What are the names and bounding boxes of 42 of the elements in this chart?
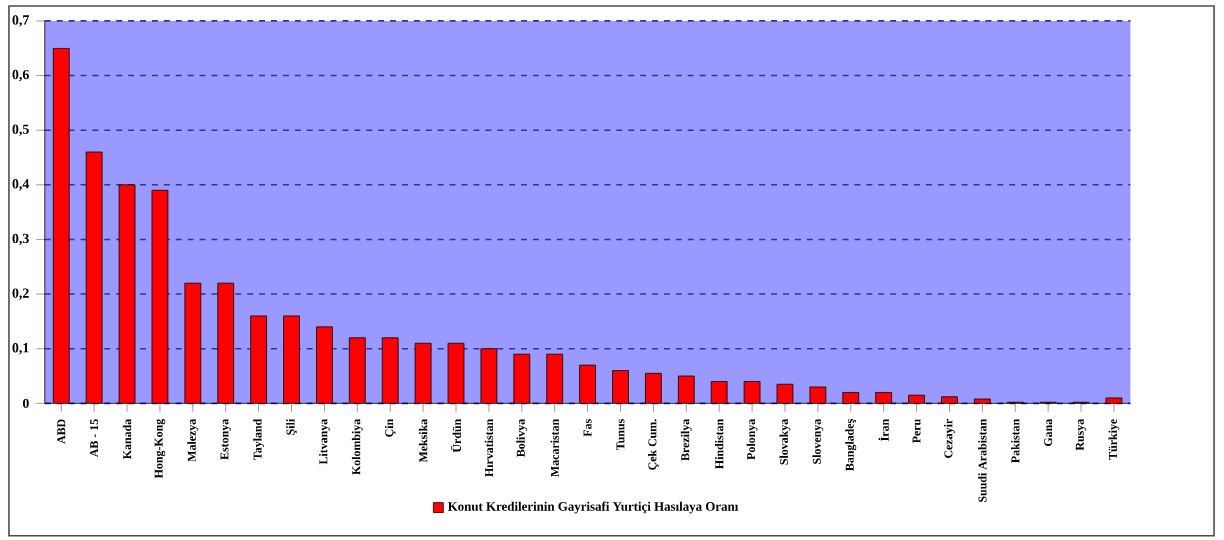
x-tick-label: ABD — [57, 419, 66, 444]
y-tick-label: 0,5 — [12, 124, 29, 136]
y-tick-label: 0,1 — [12, 343, 29, 355]
x-tick-label: Estonya — [220, 419, 231, 460]
x-tick-label: Hindistan — [714, 419, 724, 469]
x-tick-label: Malezya — [187, 419, 199, 462]
x-tick-label: Hong-Kong — [154, 419, 166, 479]
x-tick-label: Rusya — [1075, 419, 1087, 451]
x-tick-label: Bangladeş — [845, 419, 857, 472]
x-tick-label: Kanada — [122, 419, 132, 460]
x-tick-label: Hırvatistan — [484, 419, 494, 477]
x-tick-label: Tayland — [253, 419, 265, 460]
x-tick-label: Bolivya — [516, 419, 528, 458]
y-tick-label: 0,7 — [12, 15, 29, 27]
y-tick-label: 0,3 — [12, 233, 29, 246]
x-tick-label: Slovakya — [779, 419, 791, 465]
x-tick-label: Türkiye — [1108, 419, 1120, 460]
x-tick-label: Çek Cum. — [648, 419, 659, 470]
x-tick-label: Meksika — [418, 419, 428, 463]
x-tick-label: Brezilya — [680, 419, 692, 461]
y-tick-label: 0,2 — [12, 288, 29, 300]
x-tick-label: Macaristan — [550, 419, 559, 477]
x-tick-label: Çin — [384, 419, 396, 437]
x-tick-label: Ürdün — [450, 419, 462, 453]
y-tick-label: 0,4 — [12, 179, 30, 191]
x-tick-label: Cezayir — [944, 419, 955, 458]
x-tick-label: Fas — [583, 419, 592, 437]
y-tick-label: 0,6 — [12, 69, 29, 82]
legend-label: Konut Kredilerinin Gayrisafi Yurtiçi Hasılaya Oranı — [447, 501, 739, 514]
x-tick-label: Gana — [1044, 419, 1053, 447]
x-tick-label: İran — [878, 419, 889, 442]
x-tick-label: Slovenya — [812, 419, 824, 464]
x-tick-label: Kolombiya — [351, 419, 363, 475]
x-tick-label: AB - 15 — [90, 419, 99, 458]
x-tick-label: Suudi Arabistan — [978, 419, 987, 503]
y-tick-label: 0 — [22, 398, 29, 409]
x-tick-label: Peru — [912, 419, 921, 444]
x-tick-label: Şili — [286, 419, 297, 435]
x-tick-label: Polonya — [746, 419, 758, 460]
x-tick-label: Pakistan — [1011, 419, 1020, 464]
x-tick-label: Litvanya — [318, 419, 330, 465]
x-tick-label: Tunus — [616, 419, 625, 451]
